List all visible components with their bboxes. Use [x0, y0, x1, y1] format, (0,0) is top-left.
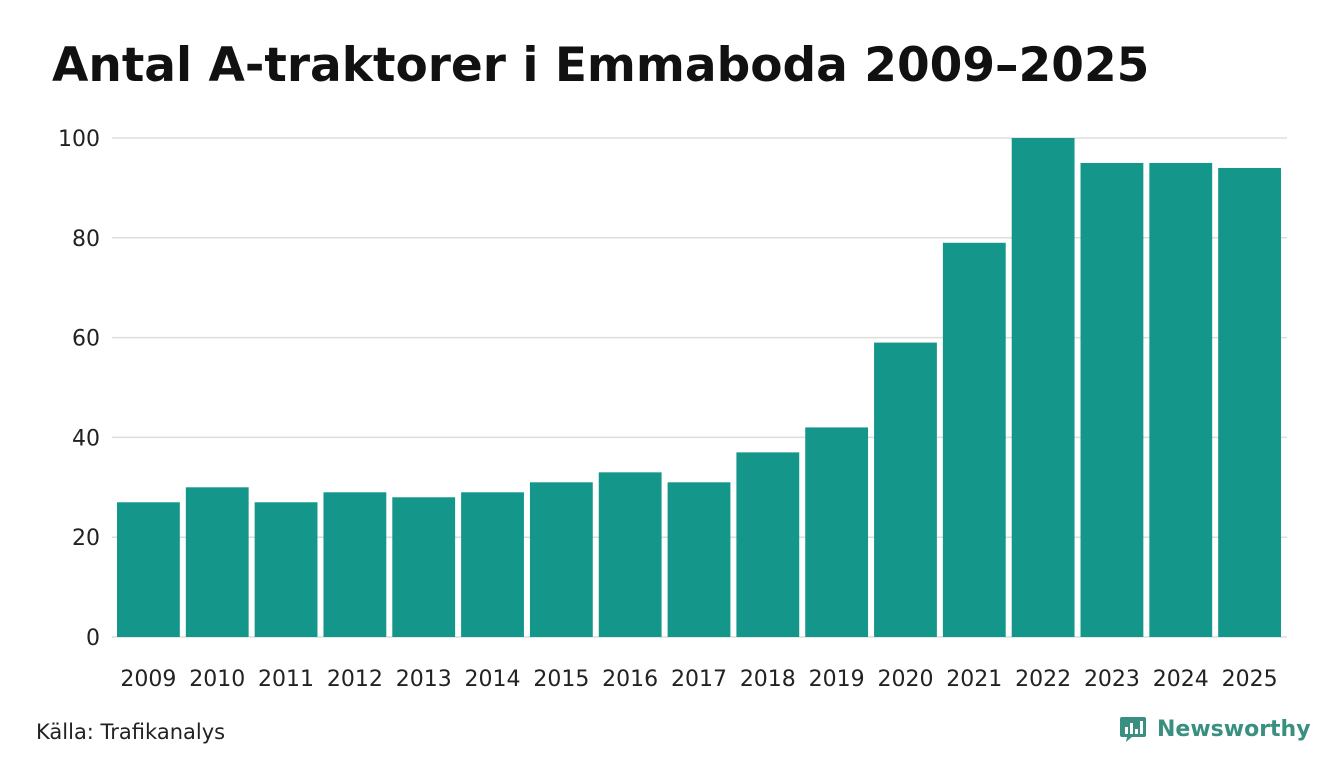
- x-tick-label: 2013: [396, 667, 452, 692]
- bar-2012: [323, 492, 387, 637]
- chart-title: Antal A-traktorer i Emmaboda 2009–2025: [52, 38, 1150, 93]
- bar-2014: [461, 492, 524, 637]
- y-tick-label: 80: [72, 227, 100, 252]
- bar-2018: [736, 452, 800, 637]
- x-tick-label: 2023: [1084, 667, 1140, 692]
- x-tick-label: 2012: [327, 667, 383, 692]
- bar-2022: [1011, 138, 1075, 637]
- y-axis: 0 20 40 60 80 100: [58, 127, 100, 651]
- x-tick-label: 2011: [258, 667, 314, 692]
- bar-2024: [1149, 162, 1213, 637]
- x-tick-label: 2009: [120, 667, 176, 692]
- y-tick-label: 60: [72, 327, 100, 352]
- x-tick-label: 2021: [946, 667, 1002, 692]
- x-tick-label: 2014: [465, 667, 521, 692]
- bar-2017: [667, 482, 731, 637]
- brand-name: Newsworthy: [1157, 716, 1311, 742]
- x-tick-label: 2010: [189, 667, 245, 692]
- x-tick-label: 2019: [809, 667, 865, 692]
- bar-2025: [1218, 167, 1281, 637]
- bar-2020: [874, 342, 937, 637]
- bar-2021: [942, 242, 1006, 638]
- x-tick-label: 2024: [1153, 667, 1209, 692]
- x-tick-label: 2016: [602, 667, 658, 692]
- x-tick-label: 2020: [877, 667, 933, 692]
- x-tick-label: 2017: [671, 667, 727, 692]
- y-tick-label: 20: [72, 526, 100, 551]
- x-tick-label: 2015: [533, 667, 589, 692]
- y-tick-label: 40: [72, 426, 100, 451]
- x-tick-label: 2025: [1222, 667, 1278, 692]
- y-tick-label: 100: [58, 127, 100, 152]
- bar-chart: 0 20 40 60 80 100 2009 2010 2011 2012 2013 2014 201…: [58, 127, 1287, 692]
- bar-2019: [805, 427, 869, 637]
- bar-2023: [1080, 162, 1144, 637]
- x-axis: 2009 2010 2011 2012 2013 2014 2015 2016 2017 2018…: [120, 667, 1277, 692]
- x-tick-label: 2022: [1015, 667, 1071, 692]
- bar-2013: [392, 497, 456, 637]
- x-tick-label: 2018: [740, 667, 796, 692]
- source-note: Källa: Trafikanalys: [36, 720, 226, 744]
- bar-2010: [185, 487, 249, 637]
- bar-chart-speech-icon: [1120, 717, 1146, 742]
- bar-2016: [598, 472, 662, 637]
- bar-layer: [117, 138, 1281, 638]
- bar-2015: [529, 482, 593, 637]
- bar-2011: [254, 502, 318, 637]
- y-tick-label: 0: [86, 626, 100, 651]
- bar-2009: [117, 502, 180, 637]
- brand-logo: Newsworthy: [1118, 714, 1311, 744]
